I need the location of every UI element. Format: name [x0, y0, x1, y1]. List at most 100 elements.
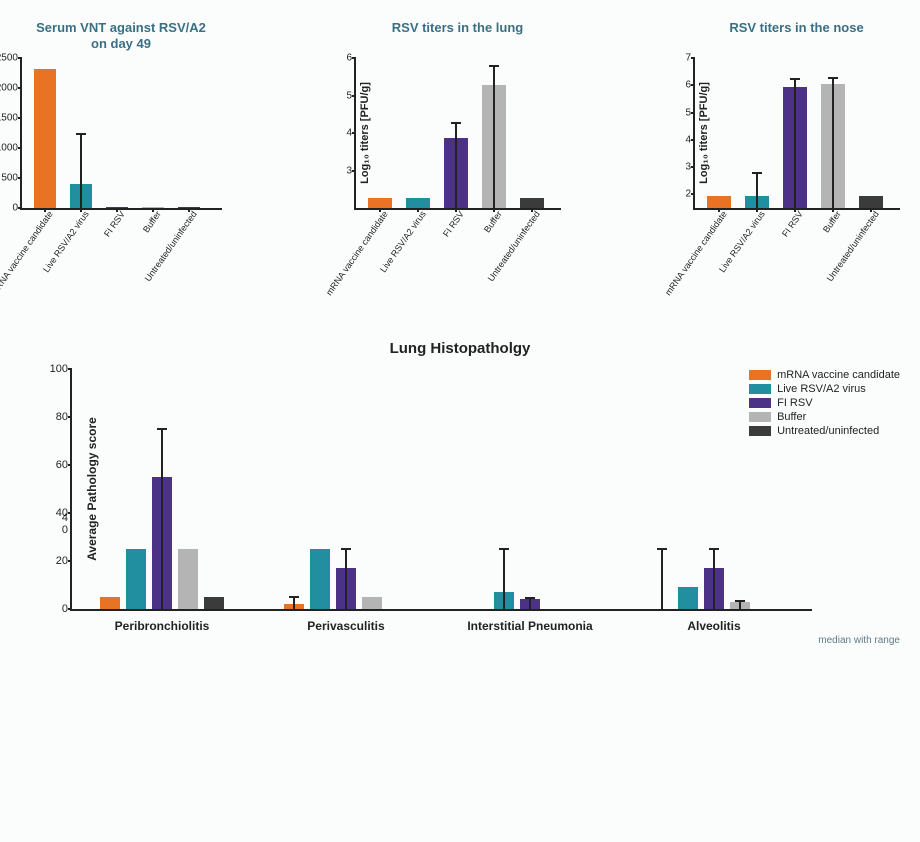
- error-cap: [790, 78, 800, 80]
- error-cap: [289, 596, 299, 598]
- group-label: Peribronchiolitis: [115, 609, 210, 633]
- chart-serum-vnt: Serum VNT against RSV/A2on day 49 VNTs 0…: [20, 20, 222, 210]
- legend-label: Buffer: [777, 411, 806, 423]
- ytick-mark: [18, 87, 22, 89]
- chart4-legend: mRNA vaccine candidate Live RSV/A2 virus F…: [749, 369, 900, 439]
- legend-label: Untreated/uninfected: [777, 425, 879, 437]
- ytick-label-break: 0: [62, 524, 72, 536]
- bar: [126, 549, 146, 609]
- bar: [859, 196, 883, 208]
- ytick-mark: [691, 57, 695, 59]
- error-bar: [345, 549, 347, 609]
- ytick-mark: [68, 368, 72, 370]
- ytick-mark: [18, 57, 22, 59]
- error-cap: [157, 428, 167, 430]
- xtick-label: Buffer: [821, 209, 843, 234]
- error-cap: [657, 548, 667, 550]
- xtick-label: FI RSV: [780, 209, 805, 239]
- legend-item: mRNA vaccine candidate: [749, 369, 900, 381]
- ytick-mark: [691, 139, 695, 141]
- legend-label: mRNA vaccine candidate: [777, 369, 900, 381]
- error-cap: [525, 597, 535, 599]
- error-bar: [756, 173, 758, 208]
- top-charts-row: Serum VNT against RSV/A2on day 49 VNTs 0…: [20, 20, 900, 210]
- error-cap: [752, 172, 762, 174]
- ytick-mark: [352, 95, 356, 97]
- error-cap: [341, 548, 351, 550]
- ytick-mark: [68, 416, 72, 418]
- legend-swatch: [749, 370, 771, 380]
- legend-item: Live RSV/A2 virus: [749, 383, 900, 395]
- ytick-mark: [68, 608, 72, 610]
- error-bar: [529, 598, 531, 609]
- chart2-plot: Log₁₀ titers [PFU/g] 3456mRNA vaccine ca…: [354, 58, 561, 210]
- ytick-mark: [691, 166, 695, 168]
- bar: [100, 597, 120, 609]
- error-bar: [493, 66, 495, 209]
- error-bar: [794, 79, 796, 208]
- ytick-mark: [18, 207, 22, 209]
- ytick-mark: [68, 464, 72, 466]
- error-bar: [832, 78, 834, 208]
- chart4-plot: Average Pathology score 02040608010040Pe…: [70, 369, 812, 611]
- error-cap: [709, 548, 719, 550]
- error-bar: [503, 549, 505, 609]
- error-bar: [293, 597, 295, 609]
- error-cap: [451, 122, 461, 124]
- chart4-ylabel: Average Pathology score: [85, 417, 99, 561]
- ytick-mark: [352, 132, 356, 134]
- error-cap: [828, 77, 838, 79]
- bar: [678, 587, 698, 609]
- ytick-mark: [18, 147, 22, 149]
- legend-label: Live RSV/A2 virus: [777, 383, 866, 395]
- xtick-label: Buffer: [482, 209, 504, 234]
- chart-nose-titers: RSV titers in the nose Log₁₀ titers [PFU…: [693, 20, 900, 210]
- legend-swatch: [749, 398, 771, 408]
- legend-swatch: [749, 426, 771, 436]
- ytick-label-break: 4: [62, 512, 72, 524]
- chart1-plot: VNTs 05001000150020002500mRNA vaccine ca…: [20, 58, 222, 210]
- chart3-plot: Log₁₀ titers [PFU/g] 234567mRNA vaccine …: [693, 58, 900, 210]
- chart-lung-titers: RSV titers in the lung Log₁₀ titers [PFU…: [354, 20, 561, 210]
- ytick-mark: [352, 57, 356, 59]
- bar: [406, 198, 430, 209]
- error-bar: [713, 549, 715, 609]
- xtick-label: mRNA vaccine candidate: [0, 209, 55, 297]
- bar: [520, 198, 544, 209]
- ytick-mark: [352, 170, 356, 172]
- ytick-mark: [18, 117, 22, 119]
- legend-item: Untreated/uninfected: [749, 425, 900, 437]
- group-label: Perivasculitis: [307, 609, 384, 633]
- legend-label: FI RSV: [777, 397, 812, 409]
- bar: [310, 549, 330, 609]
- legend-swatch: [749, 384, 771, 394]
- ytick-mark: [68, 560, 72, 562]
- legend-item: Buffer: [749, 411, 900, 423]
- legend-swatch: [749, 412, 771, 422]
- xtick-label: mRNA vaccine candidate: [663, 209, 729, 297]
- bar: [178, 549, 198, 609]
- error-cap: [489, 65, 499, 67]
- chart3-title: RSV titers in the nose: [693, 20, 900, 52]
- ytick-mark: [691, 112, 695, 114]
- chart1-title: Serum VNT against RSV/A2on day 49: [20, 20, 222, 52]
- error-bar: [80, 134, 82, 208]
- xtick-label: FI RSV: [102, 209, 127, 239]
- group-label: Interstitial Pneumonia: [467, 609, 592, 633]
- ytick-mark: [691, 84, 695, 86]
- xtick-label: FI RSV: [441, 209, 466, 239]
- error-cap: [735, 600, 745, 602]
- chart2-ylabel: Log₁₀ titers [PFU/g]: [359, 82, 371, 184]
- bar: [204, 597, 224, 609]
- chart3-ylabel: Log₁₀ titers [PFU/g]: [698, 82, 710, 184]
- bottom-chart-wrap: Lung Histopatholgy Average Pathology sco…: [20, 340, 900, 611]
- group-label: Alveolitis: [687, 609, 740, 633]
- ytick-mark: [18, 177, 22, 179]
- ytick-mark: [691, 193, 695, 195]
- error-cap: [76, 133, 86, 135]
- xtick-label: Buffer: [141, 209, 163, 234]
- error-bar: [161, 429, 163, 609]
- chart4-footnote: median with range: [818, 635, 900, 646]
- error-bar: [455, 123, 457, 209]
- bar: [368, 198, 392, 209]
